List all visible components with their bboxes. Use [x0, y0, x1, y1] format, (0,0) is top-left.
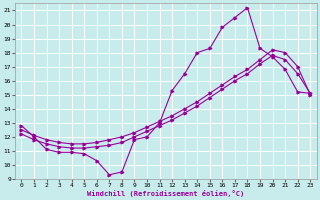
X-axis label: Windchill (Refroidissement éolien,°C): Windchill (Refroidissement éolien,°C) — [87, 190, 244, 197]
